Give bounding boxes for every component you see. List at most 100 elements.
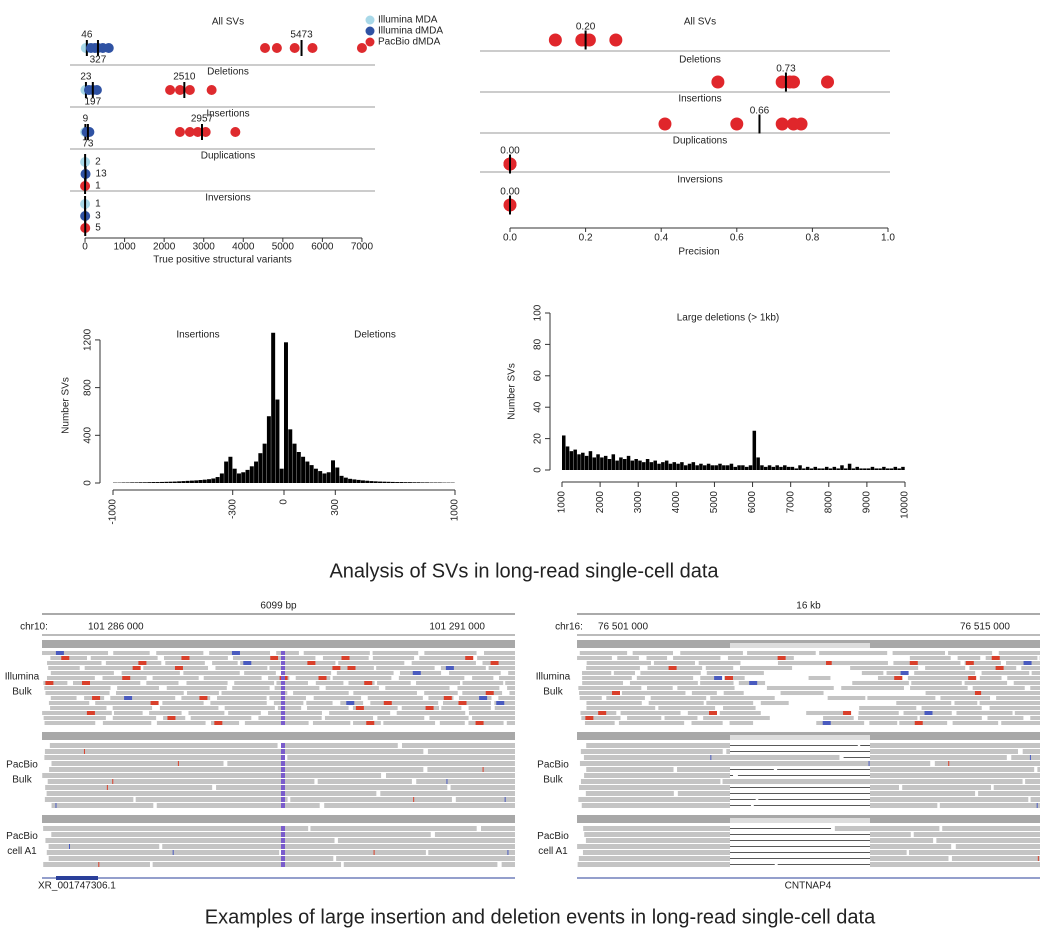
mismatch — [132, 666, 141, 670]
read — [210, 701, 267, 705]
y-tick-label: 20 — [533, 433, 544, 445]
median-label: 73 — [82, 139, 94, 150]
bar — [603, 455, 608, 470]
mismatch — [496, 701, 505, 705]
read — [613, 671, 636, 675]
mismatch — [668, 666, 677, 670]
read — [398, 676, 465, 680]
read — [216, 785, 448, 790]
read — [850, 666, 919, 670]
point — [91, 85, 102, 95]
bar — [262, 443, 267, 483]
bar — [343, 477, 348, 483]
read — [691, 691, 717, 695]
read — [584, 832, 730, 837]
bar — [164, 481, 169, 483]
bar — [786, 466, 791, 470]
bar — [851, 468, 856, 470]
read — [352, 706, 398, 710]
read — [579, 691, 618, 695]
read — [505, 681, 515, 685]
point — [775, 117, 789, 131]
read — [51, 761, 224, 766]
read — [312, 721, 351, 725]
read — [777, 661, 830, 665]
track-label: Illumina — [5, 672, 40, 683]
mismatch — [81, 681, 90, 685]
read — [458, 696, 492, 700]
x-tick-label: 10000 — [900, 491, 911, 519]
bar — [680, 462, 684, 470]
bar — [562, 435, 566, 470]
read — [482, 661, 515, 665]
bar — [645, 459, 650, 470]
read — [985, 656, 1038, 660]
bar — [416, 482, 421, 483]
coord-label: 76 515 000 — [960, 622, 1010, 633]
row-title: Insertions — [206, 109, 249, 120]
mismatch — [465, 656, 474, 660]
bar — [232, 468, 237, 483]
point — [103, 43, 114, 53]
read — [227, 761, 515, 766]
track-label: Bulk — [543, 687, 563, 698]
bar — [322, 473, 327, 483]
bar — [878, 468, 882, 470]
bar — [425, 482, 430, 483]
x-tick-label: 7000 — [351, 242, 374, 253]
bar — [412, 482, 417, 483]
read — [325, 686, 379, 690]
bar — [588, 451, 593, 470]
x-tick-label: 8000 — [823, 491, 834, 514]
read — [921, 706, 982, 710]
bar — [676, 463, 680, 470]
read — [579, 785, 730, 790]
x-tick-label: 1.0 — [881, 233, 895, 244]
read — [951, 856, 1040, 861]
read — [190, 716, 252, 720]
read — [45, 691, 110, 695]
insertion — [281, 666, 285, 670]
coverage — [42, 815, 515, 823]
insertion — [281, 681, 285, 685]
x-tick-label: 300 — [330, 499, 341, 516]
bar — [661, 462, 665, 470]
read — [580, 749, 723, 754]
x-tick-label: 0 — [279, 499, 290, 505]
read — [640, 671, 701, 675]
read — [212, 661, 238, 665]
read — [724, 676, 745, 680]
read — [468, 721, 504, 725]
bar — [335, 467, 340, 483]
read — [156, 803, 320, 808]
read — [428, 850, 515, 855]
read — [586, 767, 674, 772]
bar — [596, 454, 600, 470]
read — [50, 696, 77, 700]
read — [996, 696, 1040, 700]
bar — [763, 466, 768, 470]
bar — [824, 466, 829, 470]
read — [632, 651, 674, 655]
read — [627, 716, 662, 720]
read — [677, 686, 735, 690]
read — [580, 779, 721, 784]
read — [1013, 681, 1040, 685]
read — [908, 850, 1040, 855]
read — [44, 755, 285, 760]
read — [455, 797, 515, 802]
read — [183, 671, 240, 675]
read — [310, 826, 477, 831]
read — [276, 681, 308, 685]
read — [979, 676, 1002, 680]
read — [221, 691, 288, 695]
x-tick-label: 5000 — [272, 242, 295, 253]
insertion — [281, 706, 285, 710]
read — [163, 656, 228, 660]
read — [159, 706, 219, 710]
read — [244, 721, 309, 725]
row-title: Inversions — [205, 193, 251, 204]
read — [939, 803, 1040, 808]
annotation: Deletions — [354, 330, 396, 341]
read — [424, 691, 458, 695]
